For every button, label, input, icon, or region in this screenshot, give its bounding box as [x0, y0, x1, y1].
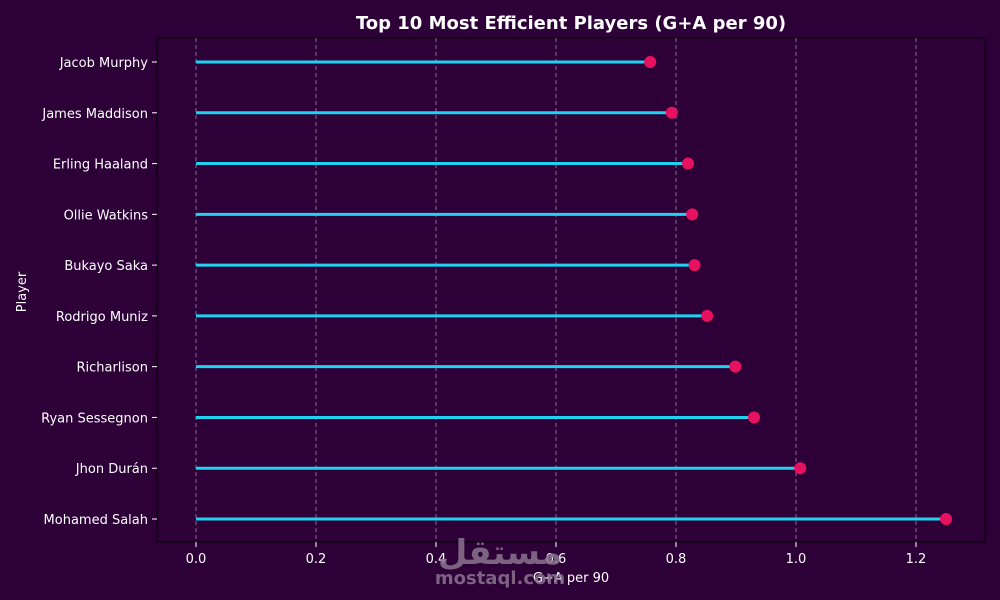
plot-area: [156, 37, 986, 543]
x-tick-label: 1.2: [906, 552, 927, 567]
data-point: [688, 259, 701, 272]
stems: [196, 60, 946, 521]
watermark: مستقل mostaql.com: [435, 533, 565, 589]
x-tick-label: 1.0: [786, 552, 807, 567]
x-axis-label: G+A per 90: [533, 571, 609, 586]
y-axis-label: Player: [15, 271, 30, 312]
x-tick-label: 0.2: [306, 552, 327, 567]
data-point: [665, 106, 678, 119]
grid-lines: [195, 38, 917, 542]
data-point: [748, 411, 760, 424]
data-point: [940, 513, 952, 525]
data-point: [729, 360, 742, 373]
data-point: [686, 208, 699, 221]
x-tick-labels: 0.0 0.2 0.4 0.6 0.8 1.0 1.2: [186, 542, 927, 567]
watermark-latin: mostaql.com: [435, 568, 565, 589]
y-tick-label: Erling Haaland: [53, 158, 148, 173]
y-tick-label: Jacob Murphy: [59, 56, 149, 71]
markers: [644, 56, 952, 525]
data-point: [794, 462, 807, 475]
y-tick-label: Mohamed Salah: [44, 513, 148, 528]
data-point: [701, 309, 714, 322]
y-tick-label: James Maddison: [41, 107, 148, 122]
data-point: [682, 157, 694, 170]
y-tick-label: Richarlison: [76, 361, 148, 376]
y-tick-label: Rodrigo Muniz: [56, 310, 148, 325]
y-tick-labels: Jacob Murphy James Maddison Erling Haaland…: [41, 56, 157, 528]
chart-title: Top 10 Most Efficient Players (G+A per 9…: [356, 13, 786, 34]
x-tick-label: 0.4: [426, 552, 447, 567]
x-tick-label: 0.0: [186, 552, 207, 567]
y-tick-label: Bukayo Saka: [64, 259, 148, 274]
x-tick-label: 0.6: [546, 552, 567, 567]
y-tick-label: Ollie Watkins: [64, 208, 149, 223]
x-tick-label: 0.8: [666, 552, 687, 567]
data-point: [644, 56, 657, 68]
watermark-arabic: مستقل: [438, 533, 562, 573]
y-tick-label: Jhon Durán: [75, 462, 148, 477]
y-tick-label: Ryan Sessegnon: [41, 411, 148, 426]
